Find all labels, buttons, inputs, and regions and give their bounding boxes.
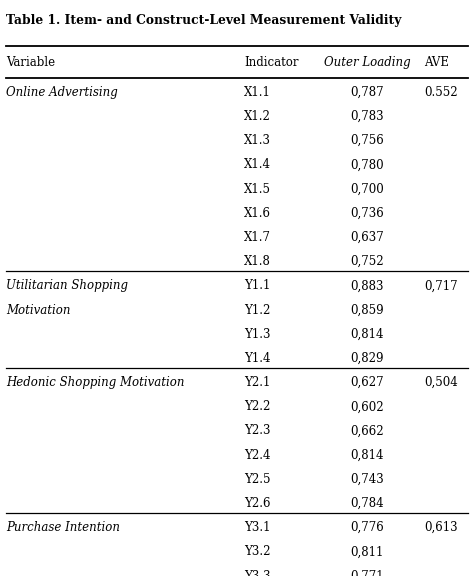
- Text: Outer Loading: Outer Loading: [324, 56, 410, 69]
- Text: Y1.3: Y1.3: [244, 328, 271, 340]
- Text: 0,784: 0,784: [351, 497, 384, 510]
- Text: Y3.3: Y3.3: [244, 570, 271, 576]
- Text: 0,752: 0,752: [351, 255, 384, 268]
- Text: Utilitarian Shopping: Utilitarian Shopping: [6, 279, 128, 292]
- Text: X1.5: X1.5: [244, 183, 271, 195]
- Text: 0,771: 0,771: [351, 570, 384, 576]
- Text: 0,717: 0,717: [424, 279, 458, 292]
- Text: X1.6: X1.6: [244, 207, 271, 219]
- Text: X1.7: X1.7: [244, 231, 271, 244]
- Text: Purchase Intention: Purchase Intention: [6, 521, 120, 534]
- Text: 0,662: 0,662: [351, 425, 384, 437]
- Text: 0,504: 0,504: [424, 376, 458, 389]
- Text: Y1.1: Y1.1: [244, 279, 271, 292]
- Text: Y2.1: Y2.1: [244, 376, 271, 389]
- Text: 0,637: 0,637: [350, 231, 384, 244]
- Text: 0.552: 0.552: [424, 86, 458, 98]
- Text: Indicator: Indicator: [244, 56, 299, 69]
- Text: 0,829: 0,829: [351, 352, 384, 365]
- Text: 0,602: 0,602: [351, 400, 384, 413]
- Text: 0,787: 0,787: [351, 86, 384, 98]
- Text: 0,743: 0,743: [350, 473, 384, 486]
- Text: 0,736: 0,736: [350, 207, 384, 219]
- Text: Y1.4: Y1.4: [244, 352, 271, 365]
- Text: 0,776: 0,776: [350, 521, 384, 534]
- Text: Y1.2: Y1.2: [244, 304, 271, 316]
- Text: X1.2: X1.2: [244, 110, 271, 123]
- Text: X1.3: X1.3: [244, 134, 271, 147]
- Text: Online Advertising: Online Advertising: [6, 86, 118, 98]
- Text: 0,814: 0,814: [351, 328, 384, 340]
- Text: 0,700: 0,700: [350, 183, 384, 195]
- Text: 0,859: 0,859: [351, 304, 384, 316]
- Text: Table 1. Item- and Construct-Level Measurement Validity: Table 1. Item- and Construct-Level Measu…: [6, 14, 401, 28]
- Text: 0,613: 0,613: [424, 521, 458, 534]
- Text: 0,814: 0,814: [351, 449, 384, 461]
- Text: 0,783: 0,783: [351, 110, 384, 123]
- Text: Motivation: Motivation: [6, 304, 70, 316]
- Text: Y3.1: Y3.1: [244, 521, 271, 534]
- Text: 0,811: 0,811: [351, 545, 384, 558]
- Text: Hedonic Shopping Motivation: Hedonic Shopping Motivation: [6, 376, 184, 389]
- Text: Variable: Variable: [6, 56, 55, 69]
- Text: X1.1: X1.1: [244, 86, 271, 98]
- Text: 0,756: 0,756: [350, 134, 384, 147]
- Text: Y2.4: Y2.4: [244, 449, 271, 461]
- Text: 0,627: 0,627: [351, 376, 384, 389]
- Text: Y2.2: Y2.2: [244, 400, 271, 413]
- Text: 0,780: 0,780: [351, 158, 384, 171]
- Text: Y2.5: Y2.5: [244, 473, 271, 486]
- Text: 0,883: 0,883: [351, 279, 384, 292]
- Text: Y2.3: Y2.3: [244, 425, 271, 437]
- Text: Y2.6: Y2.6: [244, 497, 271, 510]
- Text: AVE: AVE: [424, 56, 449, 69]
- Text: X1.4: X1.4: [244, 158, 271, 171]
- Text: Y3.2: Y3.2: [244, 545, 271, 558]
- Text: X1.8: X1.8: [244, 255, 271, 268]
